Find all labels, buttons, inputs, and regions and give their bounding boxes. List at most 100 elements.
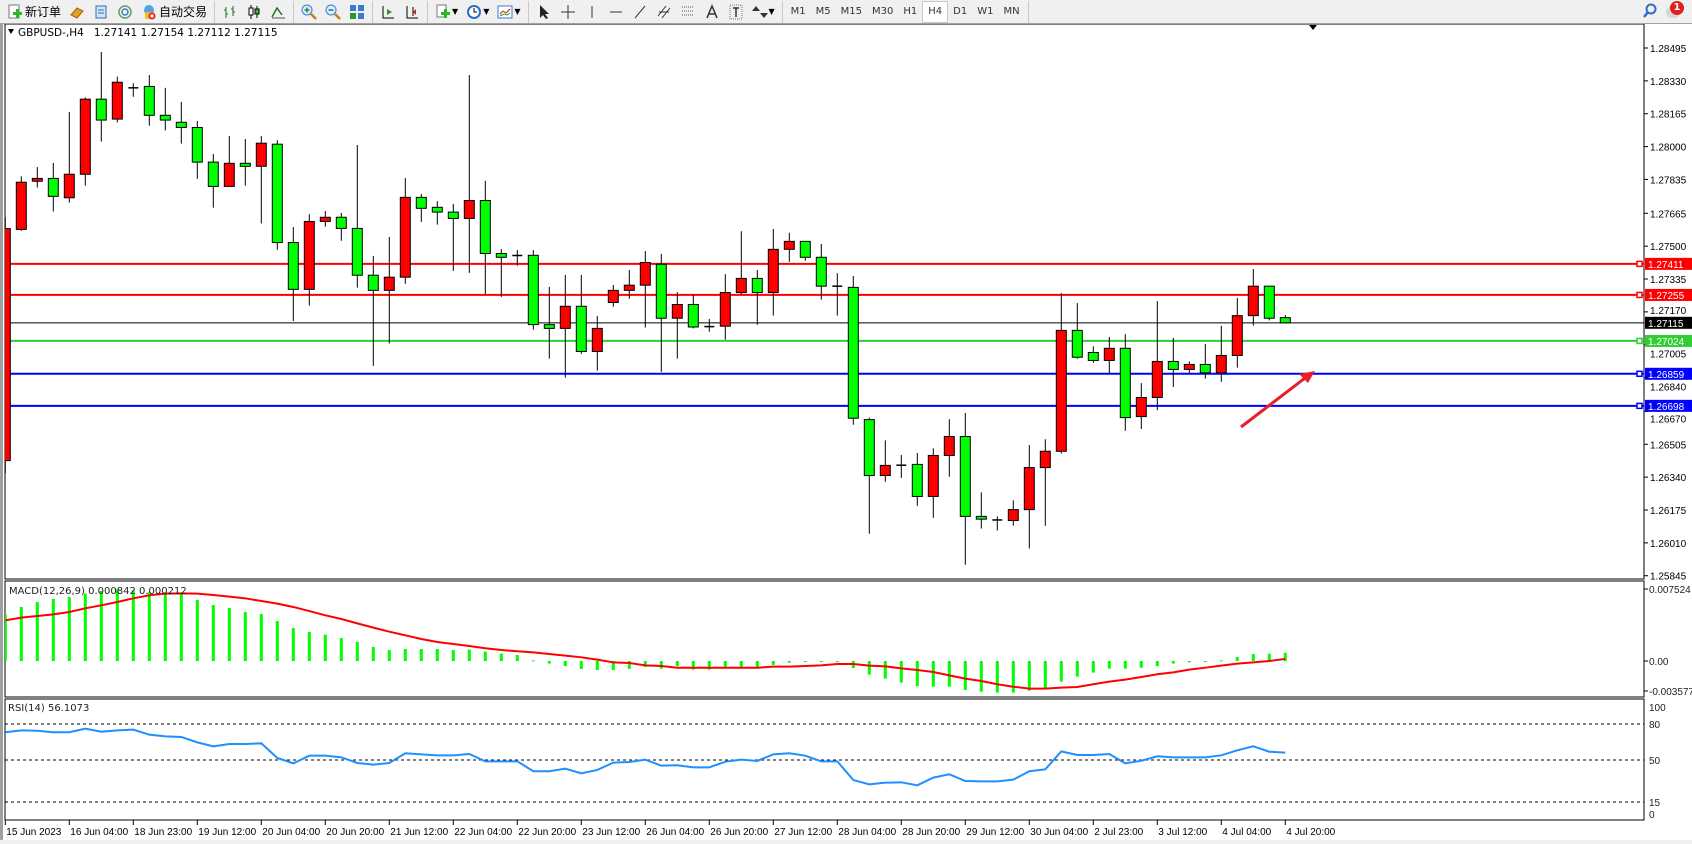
line-chart-button[interactable]	[267, 2, 289, 22]
candle-body-bull	[1231, 315, 1243, 356]
timeframe-m5[interactable]: M5	[815, 5, 831, 17]
candle-body-bull	[1055, 329, 1067, 452]
macd-histogram-bar	[1251, 654, 1255, 661]
timeframe-group: M1 M5 M15 M30 H1 H4 D1 W1 MN	[783, 0, 1029, 23]
macd-histogram-bar	[163, 592, 167, 661]
rsi-panel[interactable]: RSI(14) 56.1073	[4, 698, 1645, 821]
macd-histogram-bar	[1187, 661, 1191, 663]
autoscroll-icon	[380, 4, 396, 20]
timeframe-m15[interactable]: M15	[840, 5, 863, 17]
price-tick-label: 1.26340	[1650, 473, 1687, 484]
macd-panel[interactable]: MACD(12,26,9) 0.000842 0.000212	[4, 580, 1645, 698]
candle-body-bear	[95, 98, 107, 121]
templates-button[interactable]: ▼	[494, 2, 523, 22]
candle	[512, 250, 523, 266]
add-indicator-button[interactable]: ▼	[432, 2, 461, 22]
time-tick-label: 20 Jun 20:00	[326, 827, 384, 838]
candlestick-button[interactable]	[243, 2, 265, 22]
gold-bars-button[interactable]	[66, 2, 88, 22]
candle	[671, 292, 683, 359]
text-label-button[interactable]	[725, 2, 747, 22]
macd-histogram-bar	[339, 638, 343, 661]
macd-histogram-bar	[1027, 661, 1031, 691]
candle-body-bull	[15, 181, 27, 230]
candle-body-bear	[847, 286, 859, 419]
bar-chart-button[interactable]	[219, 2, 241, 22]
search-icon[interactable]	[1642, 3, 1658, 19]
timeframe-m30[interactable]: M30	[872, 5, 894, 17]
candle-body-bear	[1071, 329, 1083, 358]
signals-button[interactable]	[114, 2, 136, 22]
toolbar-group-drawing: ▼	[529, 0, 783, 23]
macd-histogram-bar	[867, 661, 871, 675]
candle	[799, 240, 811, 261]
timeframe-m1[interactable]: M1	[790, 5, 806, 17]
candle-body-bull	[767, 248, 779, 294]
candle	[495, 249, 507, 297]
candle-body-bull	[1215, 354, 1227, 374]
arrows-button[interactable]: ▼	[749, 2, 778, 22]
chart-shift-marker[interactable]	[1309, 25, 1317, 30]
tile-windows-button[interactable]	[346, 2, 368, 22]
timeframe-w1[interactable]: W1	[977, 5, 994, 17]
candle	[447, 203, 459, 271]
main-price-panel[interactable]: GBPUSD-,H4 1.27141 1.27154 1.27112 1.271…	[0, 23, 1645, 580]
notification-button[interactable]: 1	[1666, 1, 1684, 20]
cursor-icon	[536, 4, 552, 20]
price-tick-label: 1.28495	[1650, 44, 1687, 55]
macd-histogram-bar	[643, 661, 647, 668]
macd-histogram-bar	[1107, 661, 1111, 669]
price-tick-label: 1.26010	[1650, 539, 1687, 550]
macd-histogram-bar	[579, 661, 583, 669]
candle	[271, 140, 283, 250]
price-tick-label: 1.26670	[1650, 414, 1687, 425]
periods-button[interactable]: ▼	[463, 2, 492, 22]
auto-trading-button[interactable]: 自动交易	[138, 2, 210, 22]
macd-histogram-bar	[243, 612, 247, 661]
candle	[559, 274, 571, 378]
crosshair-button[interactable]	[557, 2, 579, 22]
macd-histogram-bar	[547, 661, 551, 664]
timeframe-mn[interactable]: MN	[1003, 5, 1020, 17]
timeframe-h1[interactable]: H1	[903, 5, 918, 17]
rsi-axis-label: 100	[1649, 703, 1666, 714]
chart-shift-button[interactable]	[401, 2, 423, 22]
macd-histogram-bar	[659, 661, 663, 669]
price-tick-label: 1.28165	[1650, 110, 1687, 121]
cursor-button[interactable]	[533, 2, 555, 22]
red-arrow-annotation[interactable]	[1240, 373, 1310, 429]
market-watch-button[interactable]	[90, 2, 112, 22]
text-button[interactable]	[701, 2, 723, 22]
price-tick-label: 1.26175	[1650, 506, 1687, 517]
candle-body-bear	[975, 515, 987, 520]
timeframe-d1[interactable]: D1	[953, 5, 968, 17]
horizontal-line-button[interactable]	[605, 2, 627, 22]
zoom-in-button[interactable]	[298, 2, 320, 22]
timeframe-h4[interactable]: H4	[922, 0, 949, 23]
macd-histogram-bar	[1235, 657, 1239, 661]
zoom-out-button[interactable]	[322, 2, 344, 22]
text-icon	[704, 3, 720, 20]
red-arrow-head	[1299, 371, 1315, 383]
new-order-button[interactable]: 新订单	[4, 2, 64, 22]
main-panel-frame	[4, 23, 1645, 580]
trendline-button[interactable]	[629, 2, 651, 22]
macd-axis-label: -0.003577	[1649, 687, 1692, 698]
price-tick-label: 1.27665	[1650, 209, 1687, 220]
candle	[783, 232, 795, 262]
rsi-axis-label: 50	[1649, 756, 1661, 767]
fibonacci-button[interactable]	[677, 2, 699, 22]
notification-badge: 1	[1670, 1, 1684, 15]
candle	[575, 274, 587, 354]
equidistant-channel-button[interactable]	[653, 2, 675, 22]
vertical-line-button[interactable]	[581, 2, 603, 22]
level-price-tag	[1645, 367, 1692, 380]
candle-body-bear	[1119, 347, 1131, 419]
macd-histogram-bar	[915, 661, 919, 687]
autoscroll-button[interactable]	[377, 2, 399, 22]
macd-histogram-bar	[739, 661, 743, 668]
line-chart-icon	[270, 4, 286, 20]
window-left-border	[0, 23, 3, 841]
candle	[767, 229, 779, 316]
